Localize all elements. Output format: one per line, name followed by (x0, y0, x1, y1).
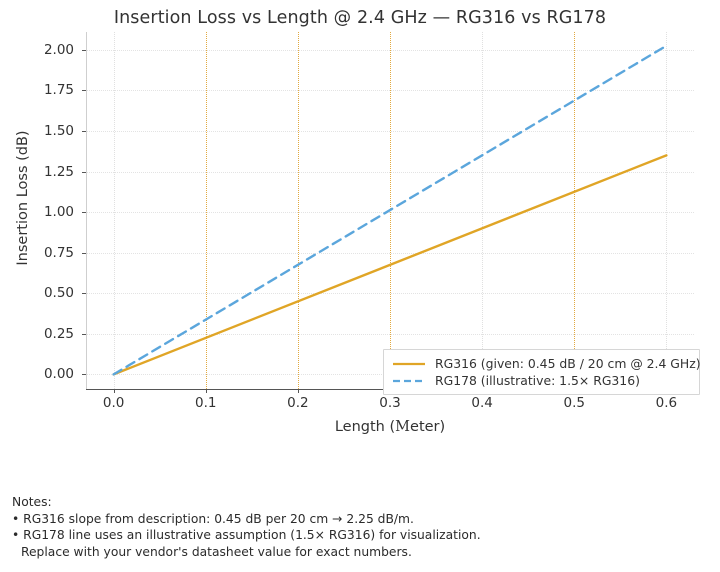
y-tick-label-4: 1.00 (43, 204, 74, 221)
gridline-x-6 (666, 32, 668, 389)
legend-swatch-solid-icon (392, 358, 426, 370)
legend-item-rg178[interactable]: RG178 (illustrative: 1.5× RG316) (392, 372, 691, 389)
y-tick-label-1: 0.25 (43, 325, 74, 342)
y-tick-0 (82, 374, 86, 376)
plot-area (86, 32, 694, 389)
y-tick-7 (82, 90, 86, 92)
y-tick-label-8: 2.00 (43, 41, 74, 58)
y-tick-8 (82, 49, 86, 51)
legend-swatch-dashed-icon (392, 375, 426, 387)
x-tick-label-5: 0.5 (563, 395, 585, 411)
x-tick-2 (297, 389, 299, 393)
legend-label-rg316: RG316 (given: 0.45 dB / 20 cm @ 2.4 GHz) (435, 356, 701, 371)
gridline-x-0 (113, 32, 115, 389)
series-lines (112, 44, 668, 376)
y-tick-3 (82, 252, 86, 254)
y-tick-label-0: 0.00 (43, 366, 74, 383)
y-tick-1 (82, 333, 86, 335)
x-tick-label-1: 0.1 (195, 395, 217, 411)
x-tick-1 (205, 389, 207, 393)
axis-spine-left (86, 32, 87, 389)
notes-block: Notes: • RG316 slope from description: 0… (12, 494, 481, 560)
chart-legend[interactable]: RG316 (given: 0.45 dB / 20 cm @ 2.4 GHz)… (383, 349, 701, 395)
notes-line-3: Replace with your vendor's datasheet val… (21, 544, 412, 559)
chart-title: Insertion Loss vs Length @ 2.4 GHz — RG3… (113, 8, 607, 28)
y-tick-label-6: 1.50 (43, 122, 74, 139)
legend-item-rg316[interactable]: RG316 (given: 0.45 dB / 20 cm @ 2.4 GHz) (392, 355, 701, 372)
y-tick-label-3: 0.75 (43, 244, 74, 261)
gridline-x-4 (482, 32, 484, 389)
x-tick-0 (113, 389, 115, 393)
x-tick-label-4: 0.4 (471, 395, 493, 411)
series-line-0 (112, 154, 668, 376)
y-tick-label-5: 1.25 (43, 163, 74, 180)
y-tick-2 (82, 293, 86, 295)
y-axis-label: Insertion Loss (dB) (15, 130, 31, 266)
notes-heading: Notes: (12, 495, 52, 509)
series-line-1 (112, 44, 668, 376)
y-tick-5 (82, 171, 86, 173)
y-tick-4 (82, 212, 86, 214)
gridline-x-2 (297, 32, 299, 389)
y-tick-6 (82, 130, 86, 132)
x-tick-label-0: 0.0 (102, 395, 125, 411)
gridline-x-5 (574, 32, 576, 389)
notes-line-2: • RG178 line uses an illustrative assump… (12, 528, 481, 542)
x-tick-label-6: 0.6 (655, 395, 678, 411)
x-tick-label-2: 0.2 (287, 395, 309, 411)
y-tick-label-7: 1.75 (43, 82, 74, 99)
notes-line-1: • RG316 slope from description: 0.45 dB … (12, 511, 414, 526)
x-axis-label: Length (Meter) (334, 419, 446, 435)
legend-label-rg178: RG178 (illustrative: 1.5× RG316) (435, 373, 640, 388)
y-tick-label-2: 0.50 (43, 285, 74, 302)
x-tick-label-3: 0.3 (379, 395, 401, 411)
gridline-x-1 (205, 32, 207, 389)
